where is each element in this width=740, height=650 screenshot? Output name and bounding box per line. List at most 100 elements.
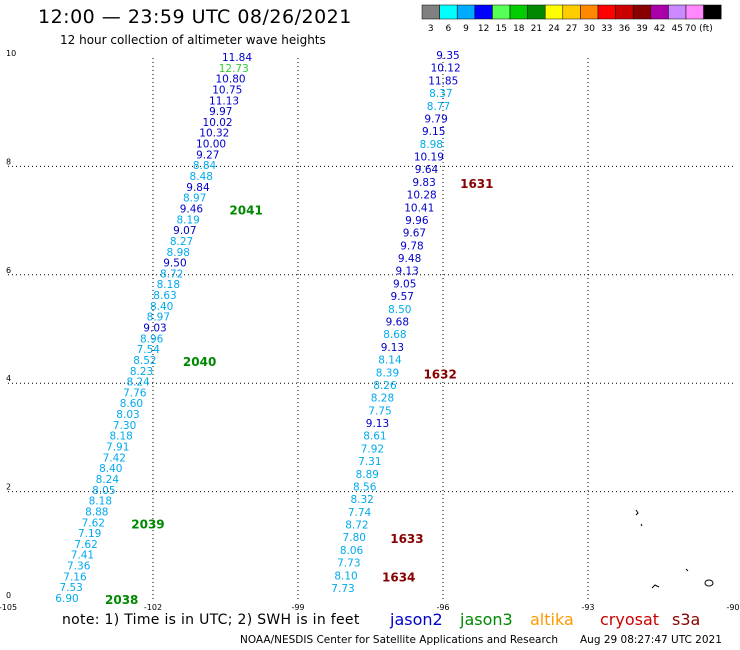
- wave-height-value: 9.35: [436, 50, 459, 62]
- wave-height-value: 7.80: [343, 532, 366, 544]
- lon-tick-label: -93: [581, 603, 594, 612]
- wave-height-value: 8.40: [99, 463, 122, 475]
- legend-label: 30: [583, 24, 595, 34]
- legend-swatch: [703, 4, 722, 20]
- map-frame: [7, 57, 734, 601]
- pass-time-label: 2041: [229, 203, 262, 217]
- wave-height-value: 11.13: [209, 95, 239, 107]
- wave-height-value: 8.19: [176, 214, 199, 226]
- wave-height-value: 8.89: [356, 469, 379, 481]
- wave-height-value: 8.96: [140, 333, 164, 345]
- wave-height-value: 10.00: [196, 139, 226, 151]
- wave-height-value: 8.97: [147, 312, 170, 324]
- wave-height-value: 7.16: [63, 571, 87, 583]
- legend-label: 33: [601, 24, 612, 34]
- wave-height-value: 9.13: [381, 342, 404, 354]
- coastline: [685, 568, 689, 572]
- wave-height-value: 9.15: [422, 126, 445, 138]
- legend-label: 6: [446, 24, 452, 34]
- legend-label: 27: [566, 24, 577, 34]
- wave-height-value: 10.12: [431, 63, 461, 75]
- wave-height-value: 9.07: [173, 225, 196, 237]
- legend-label: 39: [636, 24, 648, 34]
- color-legend: 3 6 9 12 15 18 21 24 27 30 33 36 39 42 45 70 (ft): [421, 4, 722, 34]
- wave-height-value: 9.13: [395, 266, 418, 278]
- lon-tick-label: -90: [726, 603, 739, 612]
- wave-height-value: 9.57: [391, 291, 414, 303]
- legend-label: 45: [671, 24, 682, 34]
- wave-height-value: 9.05: [393, 278, 416, 290]
- wave-height-value: 8.18: [157, 279, 180, 291]
- lon-tick-label: -96: [436, 603, 449, 612]
- wave-height-value: 8.61: [363, 431, 386, 443]
- wave-height-value: 7.76: [123, 387, 147, 399]
- wave-height-value: 8.14: [378, 355, 402, 367]
- wave-height-value: 8.88: [85, 506, 108, 518]
- credit-text: NOAA/NESDIS Center for Satellite Applica…: [240, 634, 558, 646]
- wave-height-value: 8.23: [130, 366, 153, 378]
- pass-time-label: 1631: [460, 177, 493, 191]
- pass-time-label: 1632: [423, 367, 456, 381]
- legend-label: 18: [513, 24, 525, 34]
- wave-height-value: 8.68: [383, 329, 406, 341]
- wave-height-value: 7.75: [368, 405, 391, 417]
- wave-height-value: 9.46: [180, 203, 204, 215]
- wave-height-value: 8.18: [89, 496, 112, 508]
- wave-height-value: 7.73: [331, 583, 354, 595]
- wave-height-value: 8.37: [429, 88, 452, 100]
- wave-height-value: 8.63: [153, 290, 176, 302]
- wave-height-value: 9.64: [415, 164, 439, 176]
- lat-tick-label: 6: [6, 266, 11, 275]
- footnote: note: 1) Time is in UTC; 2) SWH is in fe…: [62, 612, 360, 628]
- wave-height-value: 8.26: [373, 380, 397, 392]
- wave-height-value: 8.72: [160, 268, 183, 280]
- coastline: [651, 584, 660, 589]
- satellite-altika: altika: [530, 610, 574, 629]
- pass-time-label: 2040: [183, 355, 216, 369]
- wave-height-value: 10.19: [414, 152, 444, 164]
- wave-height-value: 10.02: [203, 117, 233, 129]
- lat-tick-label: 8: [6, 157, 11, 166]
- wave-height-value: 9.27: [196, 149, 219, 161]
- wave-height-value: 10.80: [216, 74, 246, 86]
- lat-tick-label: 0: [6, 591, 11, 600]
- wave-height-value: 7.30: [113, 420, 136, 432]
- lon-tick-label: -102: [144, 603, 162, 612]
- legend-label: 36: [619, 24, 631, 34]
- wave-height-value: 9.83: [412, 177, 435, 189]
- wave-height-value: 8.24: [126, 377, 150, 389]
- legend-label: 3: [428, 24, 434, 34]
- wave-height-value: 8.52: [133, 355, 156, 367]
- wave-height-value: 7.54: [137, 344, 161, 356]
- wave-height-map: -105 -102 -99 -96 -93 -9002468106.907.537.167…: [0, 49, 740, 612]
- map-title: 12:00 — 23:59 UTC 08/26/2021: [38, 6, 352, 28]
- wave-height-value: 7.74: [348, 507, 372, 519]
- wave-height-value: 8.77: [427, 101, 450, 113]
- satellite-jason3: jason3: [460, 610, 513, 629]
- pass-time-label: 2038: [105, 593, 138, 607]
- wave-height-value: 8.18: [109, 431, 132, 443]
- wave-height-value: 9.13: [366, 418, 389, 430]
- wave-height-value: 8.27: [170, 236, 193, 248]
- wave-height-value: 8.84: [193, 160, 217, 172]
- wave-height-value: 7.42: [103, 452, 126, 464]
- wave-height-value: 7.62: [74, 539, 97, 551]
- wave-height-value: 8.06: [340, 545, 364, 557]
- wave-height-value: 9.48: [398, 253, 421, 265]
- island-outline: [704, 579, 714, 587]
- wave-height-value: 9.96: [405, 215, 429, 227]
- wave-height-value: 9.97: [209, 106, 232, 118]
- satellite-s3a: s3a: [672, 610, 701, 629]
- wave-height-value: 9.67: [403, 228, 426, 240]
- wave-height-value: 10.32: [199, 128, 229, 140]
- wave-height-value: 10.75: [212, 84, 242, 96]
- legend-label: 9: [463, 24, 469, 34]
- wave-height-value: 8.72: [345, 520, 368, 532]
- wave-height-value: 8.40: [150, 301, 173, 313]
- wave-height-value: 8.60: [120, 398, 143, 410]
- pass-time-label: 1634: [382, 570, 415, 584]
- wave-height-value: 7.36: [67, 561, 91, 573]
- legend-label: 42: [654, 24, 665, 34]
- wave-height-value: 6.90: [55, 593, 78, 605]
- wave-height-value: 8.98: [420, 139, 443, 151]
